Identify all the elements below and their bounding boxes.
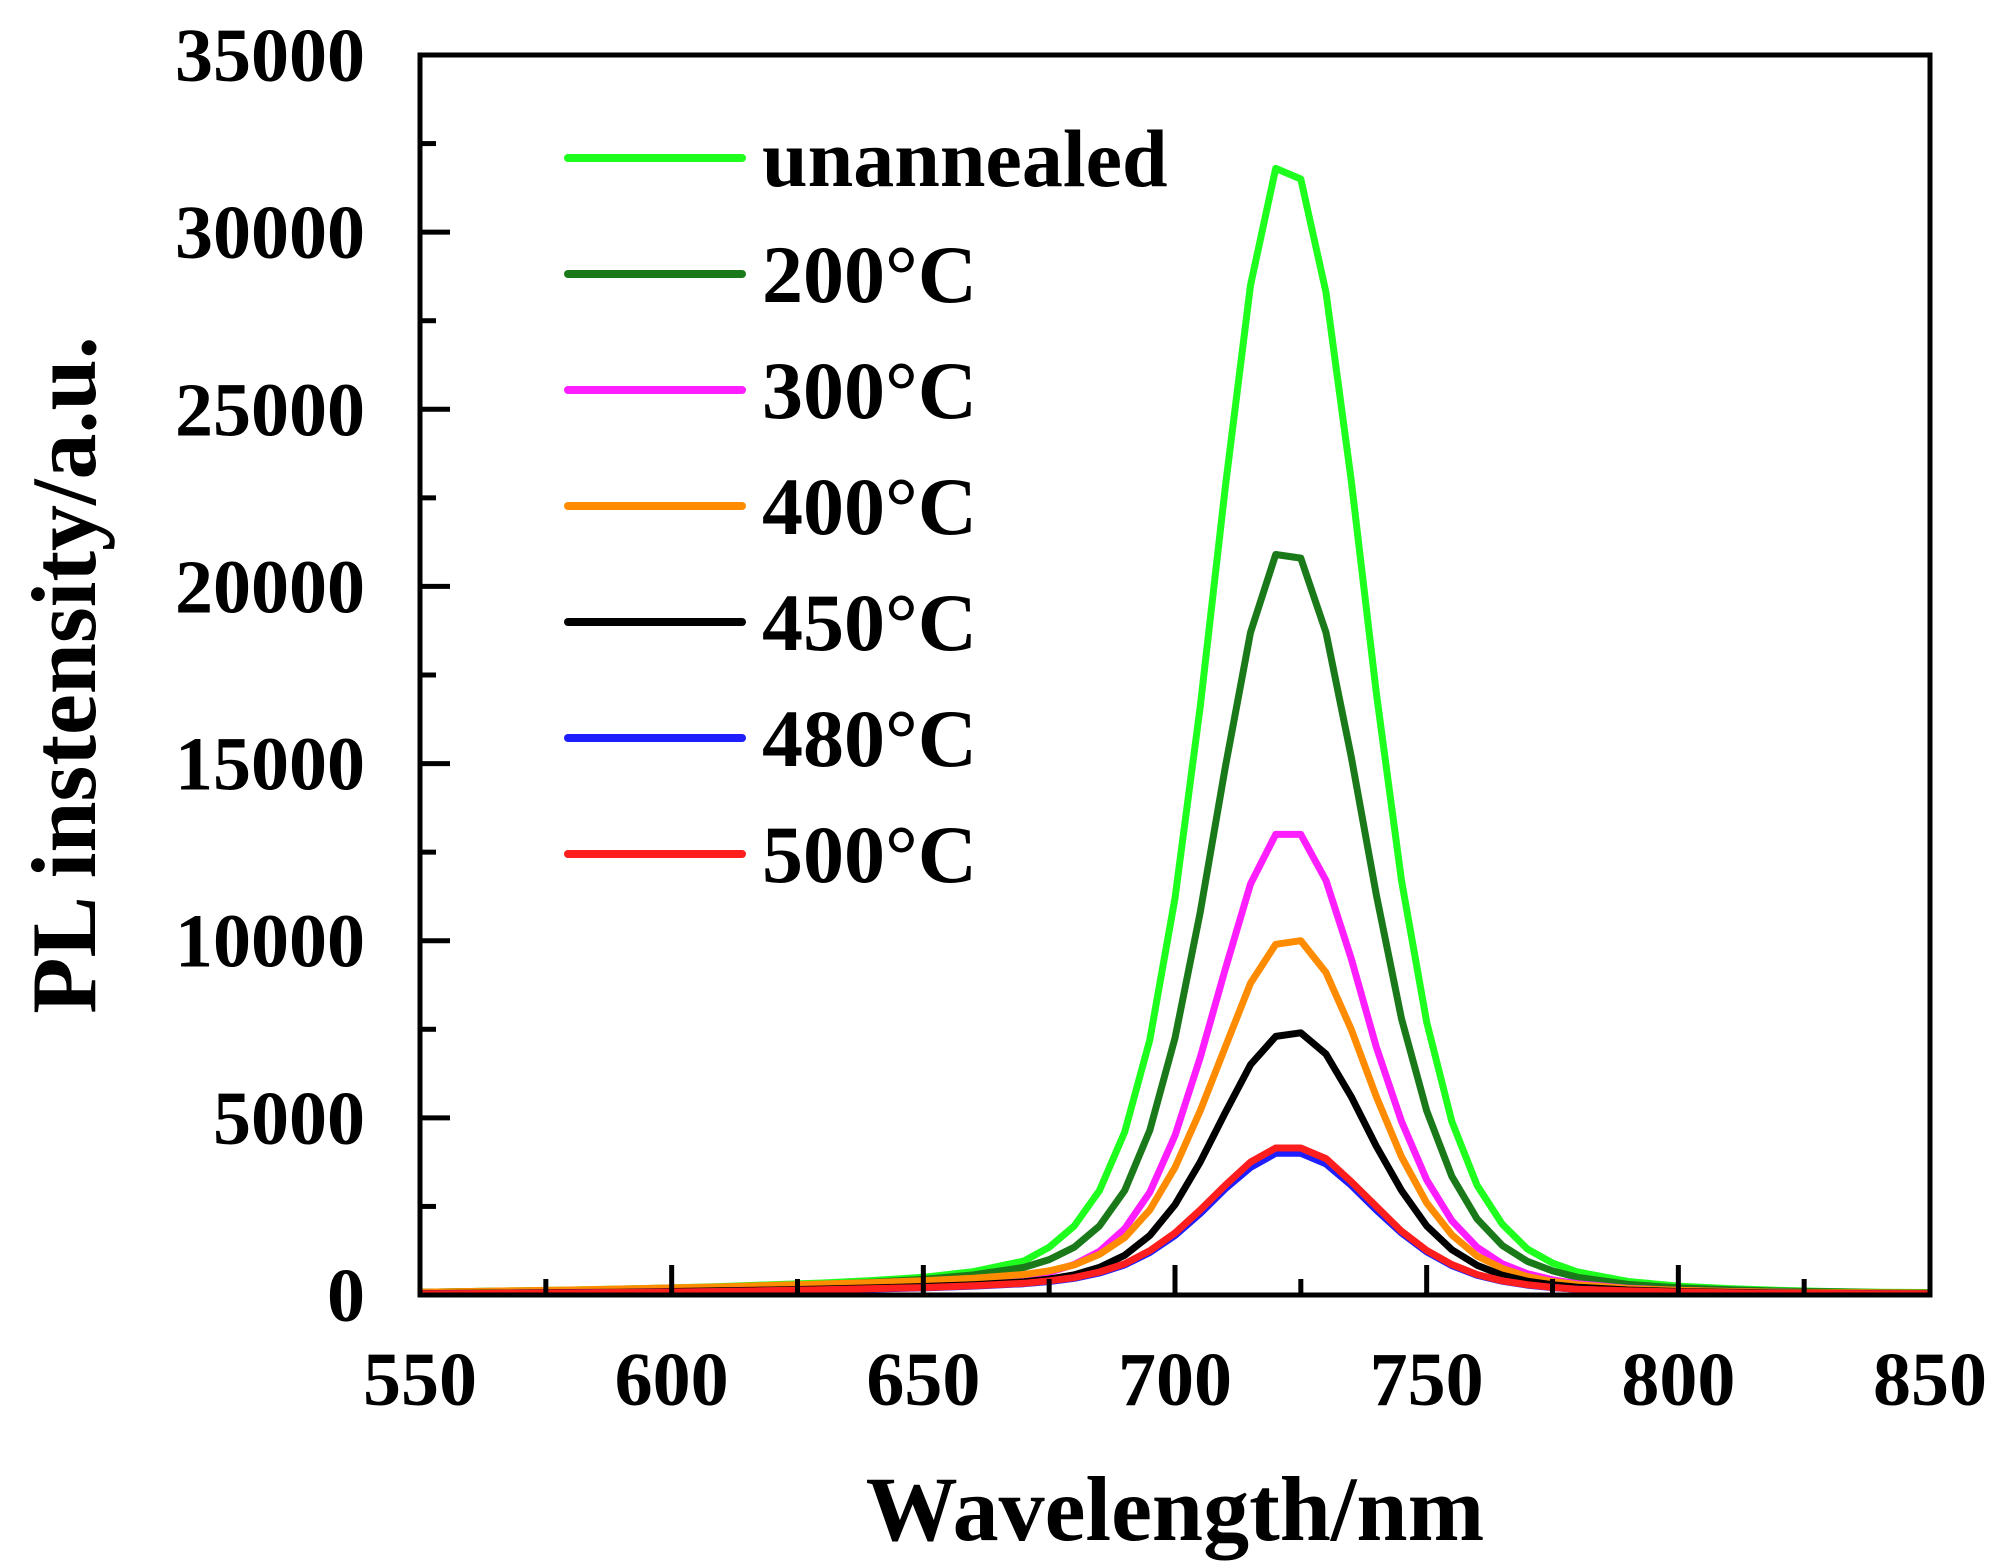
series-line-0 [420, 164, 1930, 1295]
legend-label: 300°C [762, 345, 977, 436]
x-tick-label: 850 [1873, 1338, 1987, 1422]
x-tick-label: 700 [1118, 1338, 1232, 1422]
legend-label: 200°C [762, 229, 977, 320]
x-tick-label: 750 [1370, 1338, 1484, 1422]
tick-layer: 550 600 650 700 750 800 850 0 5000 10000 15000 2000… [175, 14, 1987, 1422]
y-tick-label: 15000 [175, 723, 365, 807]
legend-label: 400°C [762, 461, 977, 552]
x-tick-label: 800 [1621, 1338, 1735, 1422]
series-line-6 [420, 1144, 1930, 1295]
y-tick-label: 30000 [175, 191, 365, 275]
x-axis-title: Wavelength/nm [866, 1458, 1484, 1560]
legend-label: 480°C [762, 693, 977, 784]
series-line-1 [420, 551, 1930, 1295]
x-tick-label: 600 [615, 1338, 729, 1422]
series-line-3 [420, 937, 1930, 1295]
y-tick-label: 5000 [213, 1077, 365, 1161]
legend-label: 500°C [762, 809, 977, 900]
y-tick-label: 25000 [175, 368, 365, 452]
y-tick-label: 35000 [175, 14, 365, 98]
y-tick-label: 20000 [175, 545, 365, 629]
legend-label: unannealed [762, 113, 1168, 204]
series-layer [420, 164, 1930, 1295]
y-tick-label: 0 [327, 1254, 365, 1338]
y-axis-title: PL instensity/a.u. [13, 336, 115, 1013]
legend: unannealed 200°C 300°C 400°C 450°C 480°C 500°C [564, 113, 1168, 900]
y-tick-label: 10000 [175, 900, 365, 984]
legend-label: 450°C [762, 577, 977, 668]
x-tick-label: 650 [866, 1338, 980, 1422]
plot-frame [417, 52, 1933, 1298]
x-tick-label: 550 [363, 1338, 477, 1422]
